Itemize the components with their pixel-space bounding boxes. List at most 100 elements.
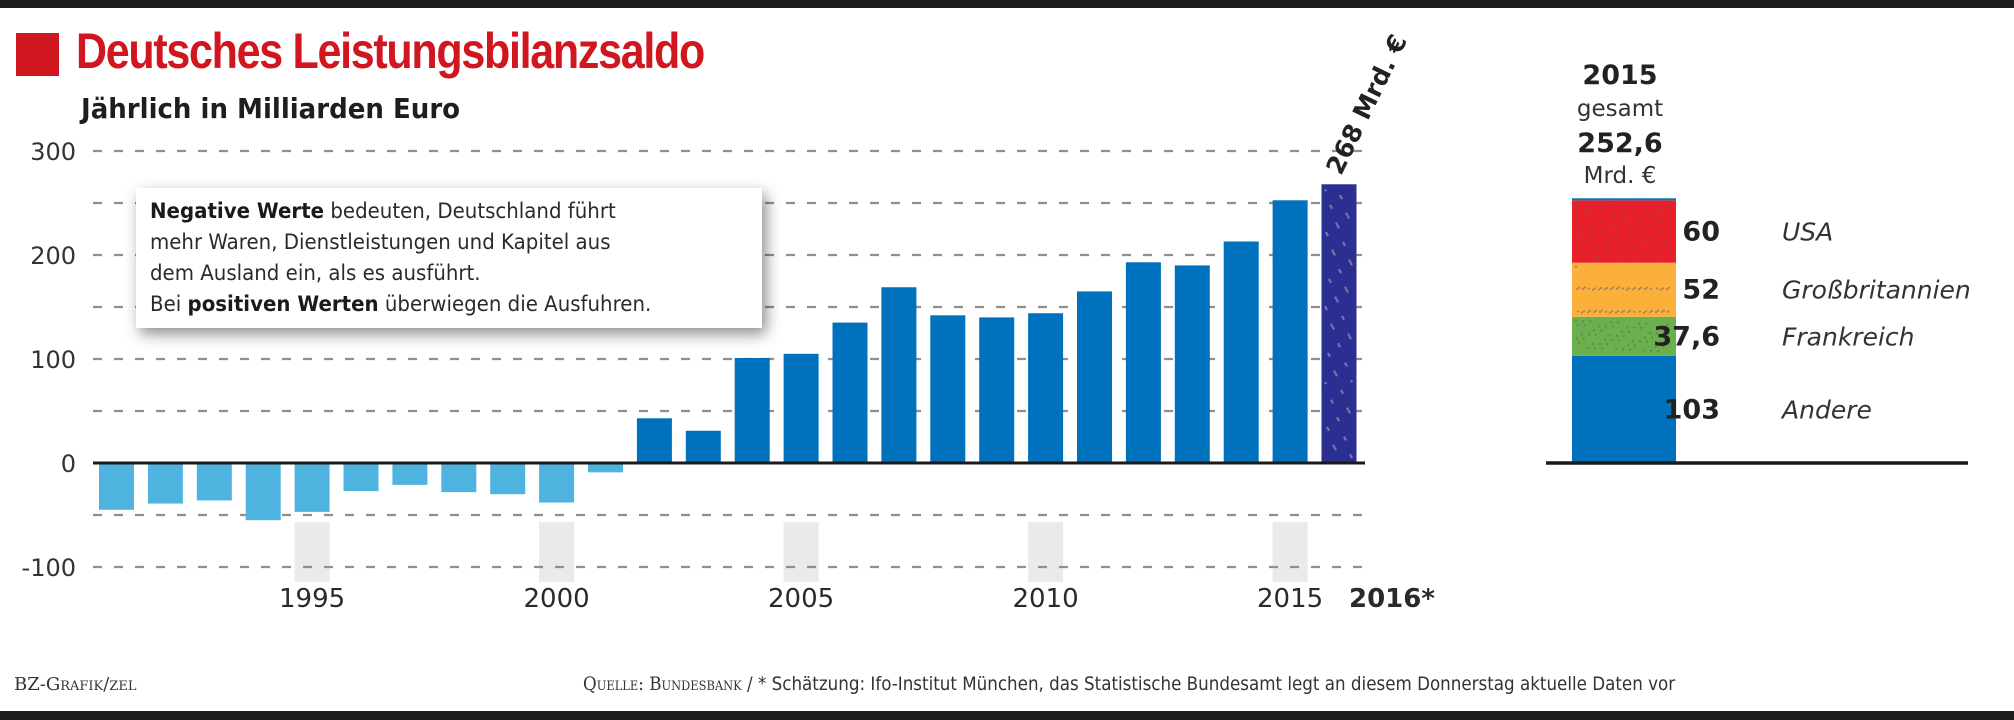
- texture-dot: [1594, 333, 1598, 336]
- texture-dot: [1649, 349, 1653, 352]
- stack-value-label: 37,6: [1653, 321, 1720, 352]
- texture-dot: [1611, 286, 1615, 289]
- texture-dot: [1666, 310, 1670, 313]
- texture-dot: [1631, 288, 1635, 291]
- texture-dot: [1605, 343, 1609, 346]
- stack-value-label: 52: [1682, 275, 1720, 306]
- texture-dot: [1588, 227, 1592, 230]
- estimate-dot: [1338, 269, 1341, 272]
- bar-2001: [588, 463, 623, 473]
- estimate-dot: [1349, 337, 1352, 340]
- texture-dot: [1639, 286, 1643, 289]
- texture-dot: [1603, 288, 1607, 291]
- texture-dot: [1639, 326, 1643, 330]
- texture-dot: [1648, 311, 1652, 314]
- texture-dot: [1588, 320, 1592, 323]
- texture-dot: [1667, 286, 1671, 290]
- texture-dot: [1632, 257, 1636, 260]
- texture-dot: [1610, 215, 1614, 218]
- texture-dot: [1575, 213, 1579, 216]
- estimate-dot: [1348, 259, 1351, 262]
- estimate-dot: [1342, 241, 1345, 245]
- texture-dot: [1574, 265, 1578, 268]
- texture-dot: [1575, 287, 1579, 291]
- bar-2010: [1028, 313, 1064, 463]
- texture-dot: [1575, 337, 1579, 340]
- bar-1992: [147, 463, 183, 504]
- texture-dot: [1577, 233, 1581, 236]
- bar-1999: [490, 463, 526, 495]
- estimate-dot: [1324, 189, 1327, 192]
- texture-dot: [1643, 250, 1647, 254]
- texture-dot: [1656, 349, 1660, 353]
- texture-dot: [1577, 286, 1581, 289]
- bar-2015: [1272, 200, 1308, 463]
- texture-dot: [1586, 207, 1590, 210]
- texture-dot: [1644, 206, 1648, 209]
- bar-2002: [636, 418, 672, 463]
- texture-dot: [1620, 253, 1624, 256]
- texture-dot: [1621, 348, 1625, 351]
- texture-dot: [1581, 242, 1585, 245]
- texture-dot: [1599, 221, 1603, 224]
- estimate-dot: [1324, 306, 1327, 309]
- x-tick-label-2015: 2015: [1257, 584, 1323, 614]
- texture-dot: [1598, 310, 1602, 313]
- year-band-2000: [539, 522, 575, 582]
- estimate-dot: [1334, 372, 1337, 375]
- texture-dot: [1604, 325, 1608, 328]
- texture-dot: [1603, 338, 1607, 341]
- bar-2003: [685, 430, 721, 463]
- texture-dot: [1659, 288, 1663, 291]
- estimate-dot: [1328, 278, 1331, 282]
- estimate-dot: [1349, 261, 1352, 264]
- graphic-credit: BZ-Grafik/zel: [14, 674, 137, 695]
- texture-dot: [1637, 221, 1641, 224]
- estimate-dot: [1327, 352, 1330, 356]
- estimate-dot: [1346, 290, 1349, 293]
- texture-dot: [1645, 340, 1649, 343]
- estimate-dot: [1333, 446, 1336, 449]
- texture-dot: [1650, 336, 1654, 339]
- texture-dot: [1580, 232, 1584, 235]
- estimate-dot: [1346, 214, 1349, 217]
- texture-dot: [1591, 288, 1595, 291]
- estimate-dot: [1326, 233, 1329, 237]
- texture-dot: [1604, 240, 1608, 243]
- texture-dot: [1650, 235, 1654, 239]
- texture-dot: [1662, 239, 1666, 243]
- estimate-dot: [1340, 196, 1343, 200]
- texture-dot: [1605, 286, 1609, 289]
- note-bold-positive: positiven Werten: [187, 292, 379, 317]
- texture-dot: [1608, 334, 1612, 337]
- texture-dot: [1598, 211, 1602, 214]
- estimate-dot: [1333, 253, 1336, 256]
- estimate-dot: [1332, 327, 1335, 330]
- texture-dot: [1659, 209, 1663, 212]
- x-tick-label-2016: 2016*: [1349, 584, 1435, 614]
- texture-dot: [1600, 231, 1604, 234]
- texture-dot: [1617, 254, 1621, 257]
- texture-dot: [1609, 321, 1613, 324]
- bar-2005: [783, 353, 819, 463]
- texture-dot: [1587, 287, 1591, 290]
- bottom-border: [0, 711, 2014, 720]
- y-tick-label: 200: [30, 242, 76, 270]
- estimate-dot: [1332, 444, 1335, 447]
- bar-1998: [441, 463, 477, 493]
- bar-1993: [196, 463, 232, 501]
- texture-dot: [1615, 234, 1619, 237]
- bar-2007: [881, 287, 917, 463]
- x-tick-label-2010: 2010: [1013, 584, 1079, 614]
- texture-dot: [1587, 217, 1591, 220]
- texture-dot: [1580, 333, 1584, 336]
- estimate-dot: [1335, 222, 1338, 225]
- bar-2009: [979, 317, 1015, 463]
- bar-2016: [1321, 184, 1357, 463]
- stack-country-label: Großbritannien: [1782, 276, 1971, 305]
- estimate-dot: [1341, 391, 1344, 395]
- estimate-dot: [1326, 426, 1329, 430]
- estimate-dot: [1335, 298, 1338, 301]
- bar-2013: [1174, 265, 1210, 463]
